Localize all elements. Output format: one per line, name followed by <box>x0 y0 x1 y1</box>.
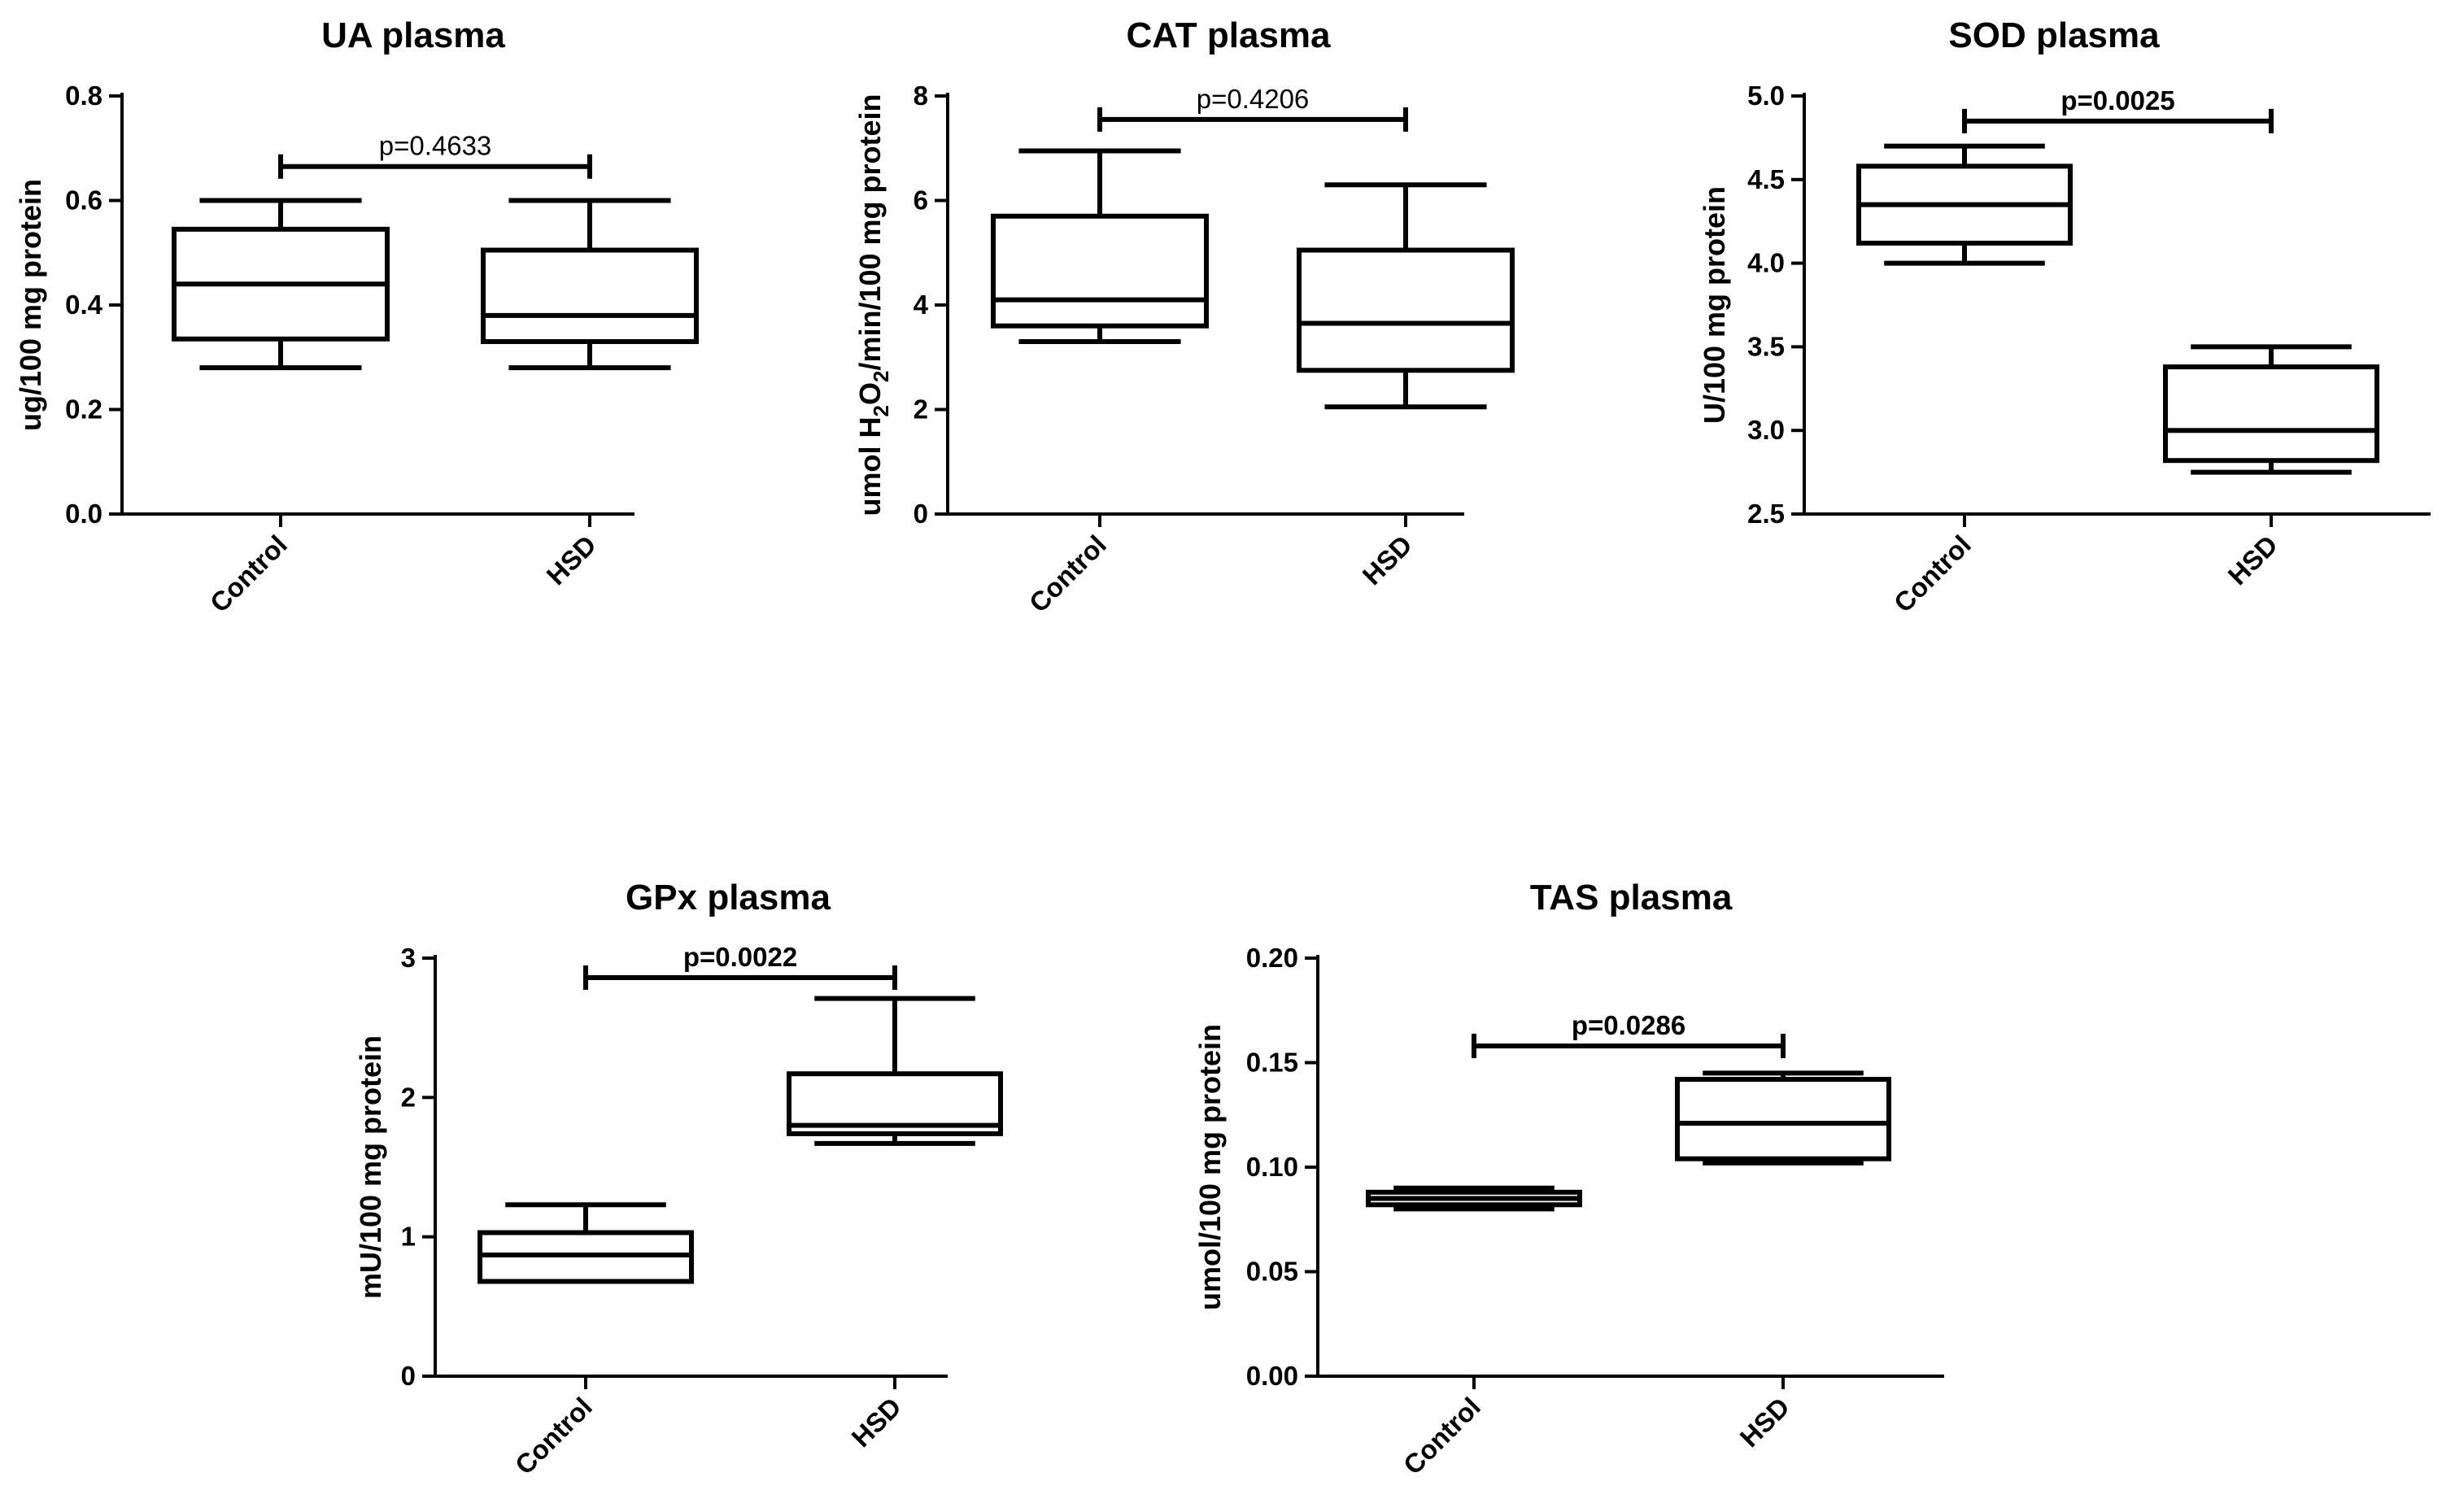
y-axis-label: U/100 mg protein <box>1698 186 1731 424</box>
y-tick-label: 0.8 <box>65 81 102 111</box>
y-tick-label: 2 <box>401 1082 416 1112</box>
box-control <box>1856 143 2073 266</box>
y-tick-label: 4.5 <box>1747 164 1785 194</box>
chart-panel-5: TAS plasma umol/100 mg protein 0.00 0.05 0.1… <box>1193 878 1944 1480</box>
box-iqr <box>1297 247 1515 373</box>
y-tick-label: 4 <box>914 290 929 320</box>
chart-title: GPx plasma <box>626 878 831 917</box>
y-axis-label-part: O <box>853 382 887 405</box>
box-iqr <box>2163 364 2379 464</box>
x-tick-label: Control <box>1023 529 1112 618</box>
box-hsd <box>787 996 1003 1146</box>
y-tick-label: 2.5 <box>1747 499 1785 529</box>
y-tick-label: 0.4 <box>65 290 103 320</box>
y-tick-label: 0.20 <box>1246 943 1298 973</box>
x-tick-label: Control <box>509 1392 598 1480</box>
chart-panel-4: GPx plasma mU/100 mg protein 0 1 2 3 Control HS… <box>354 878 1003 1480</box>
significance-bracket: p=0.4206 <box>1097 84 1408 132</box>
y-tick-label: 8 <box>914 81 928 111</box>
box-hsd <box>1297 182 1515 410</box>
box-iqr <box>1675 1077 1891 1161</box>
x-tick-label: HSD <box>541 529 602 590</box>
y-tick-label: 0.05 <box>1246 1257 1298 1287</box>
significance-bracket: p=0.4633 <box>278 131 592 179</box>
y-tick-label: 5.0 <box>1747 81 1785 111</box>
y-tick-label: 4.0 <box>1747 248 1785 278</box>
box-hsd <box>1675 1070 1891 1166</box>
y-tick-label: 0.00 <box>1246 1361 1298 1391</box>
y-axis-label-part: /min/100 mg protein <box>853 94 887 370</box>
box-control <box>991 148 1209 344</box>
y-tick-label: 0.10 <box>1246 1152 1298 1182</box>
chart-title: UA plasma <box>321 15 505 55</box>
box-control <box>172 198 390 371</box>
y-tick-label: 3.5 <box>1747 331 1785 361</box>
y-axis-label: umol/100 mg protein <box>1193 1024 1227 1310</box>
y-axis-label: ug/100 mg protein <box>14 179 47 431</box>
x-tick-label: HSD <box>2222 529 2283 590</box>
y-tick-label: 0.2 <box>65 394 102 425</box>
y-tick-label: 3 <box>401 943 416 973</box>
box-control <box>477 1202 694 1284</box>
y-tick-label: 6 <box>914 185 928 216</box>
y-tick-label: 0.15 <box>1246 1048 1298 1078</box>
box-control <box>1366 1185 1582 1212</box>
chart-title: CAT plasma <box>1126 15 1331 55</box>
x-tick-label: Control <box>1398 1392 1486 1480</box>
y-axis-label-part: umol H <box>853 417 887 516</box>
chart-title: SOD plasma <box>1948 15 2160 55</box>
p-value-label: p=0.4633 <box>379 131 492 161</box>
y-tick-label: 0.6 <box>65 185 102 216</box>
p-value-label: p=0.0286 <box>1572 1010 1685 1040</box>
y-axis-label: umol H2O2/min/100 mg protein <box>853 94 893 516</box>
x-tick-label: HSD <box>846 1392 907 1453</box>
x-tick-label: Control <box>1888 529 1977 618</box>
p-value-label: p=0.0022 <box>683 942 797 972</box>
significance-bracket: p=0.0022 <box>583 942 897 990</box>
box-iqr <box>481 247 699 344</box>
significance-bracket: p=0.0286 <box>1472 1010 1786 1058</box>
y-axis-label: mU/100 mg protein <box>354 1035 387 1299</box>
x-tick-label: HSD <box>1357 529 1418 590</box>
p-value-label: p=0.0025 <box>2060 85 2174 115</box>
y-tick-label: 0 <box>914 499 928 529</box>
x-tick-label: HSD <box>1734 1392 1795 1453</box>
x-tick-label: Control <box>204 529 293 618</box>
y-axis-label-subscript: 2 <box>869 371 893 382</box>
box-iqr <box>991 213 1209 329</box>
chart-panel-3: SOD plasma U/100 mg protein 2.5 3.0 3.5 4.0 4.… <box>1698 15 2431 618</box>
box-hsd <box>481 198 699 371</box>
p-value-label: p=0.4206 <box>1197 84 1310 114</box>
chart-panel-1: UA plasma ug/100 mg protein 0.0 0.2 0.4 0.6 0.… <box>14 15 699 618</box>
y-tick-label: 0.0 <box>65 499 102 529</box>
box-hsd <box>2163 344 2379 475</box>
y-tick-label: 2 <box>914 394 928 425</box>
y-tick-label: 0 <box>401 1361 416 1391</box>
y-tick-label: 3.0 <box>1747 415 1785 445</box>
y-axis-label-subscript: 2 <box>869 405 893 416</box>
significance-bracket: p=0.0025 <box>1962 85 2274 133</box>
y-tick-label: 1 <box>401 1222 416 1252</box>
chart-title: TAS plasma <box>1530 878 1733 917</box>
